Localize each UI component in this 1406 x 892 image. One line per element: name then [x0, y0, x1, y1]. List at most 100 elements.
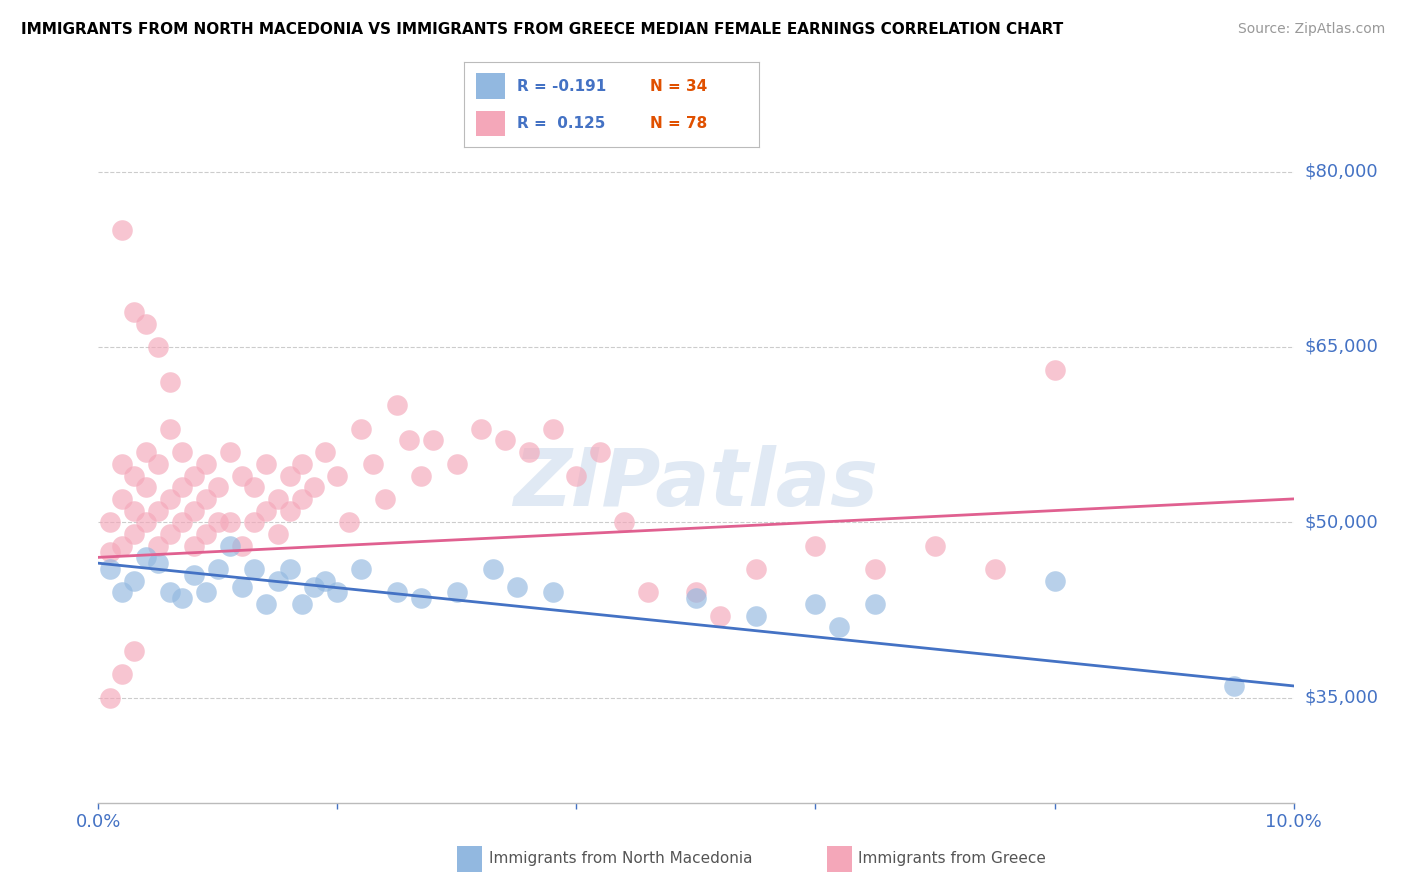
- Point: [111, 667, 134, 681]
- Point: [326, 585, 349, 599]
- Text: $35,000: $35,000: [1305, 689, 1379, 706]
- Point: [194, 527, 218, 541]
- Point: [231, 539, 253, 553]
- Point: [385, 398, 409, 412]
- Text: R =  0.125: R = 0.125: [517, 116, 606, 131]
- Point: [183, 539, 205, 553]
- Point: [111, 457, 134, 471]
- Point: [148, 539, 170, 553]
- Point: [243, 480, 266, 494]
- Point: [865, 562, 887, 576]
- Point: [278, 562, 301, 576]
- Point: [589, 445, 612, 459]
- Point: [411, 591, 433, 606]
- Point: [541, 422, 564, 436]
- Point: [924, 539, 946, 553]
- Point: [315, 445, 337, 459]
- Text: IMMIGRANTS FROM NORTH MACEDONIA VS IMMIGRANTS FROM GREECE MEDIAN FEMALE EARNINGS: IMMIGRANTS FROM NORTH MACEDONIA VS IMMIG…: [21, 22, 1063, 37]
- Point: [111, 539, 134, 553]
- Point: [124, 305, 146, 319]
- Point: [315, 574, 337, 588]
- Point: [865, 597, 887, 611]
- Point: [111, 491, 134, 506]
- Point: [637, 585, 659, 599]
- Text: $50,000: $50,000: [1305, 513, 1378, 532]
- Point: [494, 434, 516, 448]
- Point: [422, 434, 444, 448]
- Point: [411, 468, 433, 483]
- Point: [506, 580, 529, 594]
- Point: [98, 516, 122, 530]
- Point: [194, 491, 218, 506]
- Point: [183, 468, 205, 483]
- Point: [219, 445, 242, 459]
- Point: [124, 644, 146, 658]
- Text: N = 78: N = 78: [650, 116, 707, 131]
- Point: [398, 434, 420, 448]
- Point: [231, 468, 253, 483]
- Point: [135, 516, 157, 530]
- Point: [685, 591, 707, 606]
- Point: [685, 585, 707, 599]
- Point: [350, 562, 373, 576]
- Point: [290, 491, 312, 506]
- Point: [194, 585, 218, 599]
- Point: [207, 516, 229, 530]
- Point: [278, 468, 301, 483]
- Bar: [475, 111, 505, 136]
- Point: [183, 503, 205, 517]
- Point: [517, 445, 540, 459]
- Bar: [475, 73, 505, 99]
- Point: [1043, 574, 1066, 588]
- Text: $80,000: $80,000: [1305, 162, 1378, 181]
- Point: [302, 580, 325, 594]
- Point: [172, 591, 194, 606]
- Point: [183, 567, 205, 582]
- Point: [207, 562, 229, 576]
- Text: N = 34: N = 34: [650, 78, 707, 94]
- Point: [135, 550, 157, 565]
- Point: [290, 597, 312, 611]
- Point: [111, 585, 134, 599]
- Point: [804, 539, 827, 553]
- Point: [231, 580, 253, 594]
- Point: [339, 516, 360, 530]
- Point: [159, 491, 181, 506]
- Point: [267, 574, 290, 588]
- Point: [363, 457, 385, 471]
- Point: [172, 516, 194, 530]
- Point: [159, 422, 181, 436]
- Point: [302, 480, 325, 494]
- Point: [326, 468, 349, 483]
- Point: [385, 585, 409, 599]
- Point: [159, 375, 181, 389]
- Point: [267, 491, 290, 506]
- Point: [267, 527, 290, 541]
- Point: [446, 585, 468, 599]
- Point: [98, 690, 122, 705]
- Point: [1223, 679, 1246, 693]
- Text: R = -0.191: R = -0.191: [517, 78, 606, 94]
- Point: [745, 608, 768, 623]
- Point: [219, 516, 242, 530]
- Point: [124, 468, 146, 483]
- Point: [290, 457, 312, 471]
- Text: Immigrants from Greece: Immigrants from Greece: [858, 852, 1046, 866]
- Point: [446, 457, 468, 471]
- Point: [541, 585, 564, 599]
- Point: [172, 445, 194, 459]
- Point: [709, 608, 731, 623]
- Text: $65,000: $65,000: [1305, 338, 1378, 356]
- Text: ZIPatlas: ZIPatlas: [513, 445, 879, 524]
- Point: [1043, 363, 1066, 377]
- Point: [159, 585, 181, 599]
- Point: [148, 457, 170, 471]
- Point: [207, 480, 229, 494]
- Point: [254, 597, 277, 611]
- Point: [124, 574, 146, 588]
- Point: [481, 562, 505, 576]
- Point: [254, 503, 277, 517]
- Point: [219, 539, 242, 553]
- Point: [278, 503, 301, 517]
- Point: [148, 340, 170, 354]
